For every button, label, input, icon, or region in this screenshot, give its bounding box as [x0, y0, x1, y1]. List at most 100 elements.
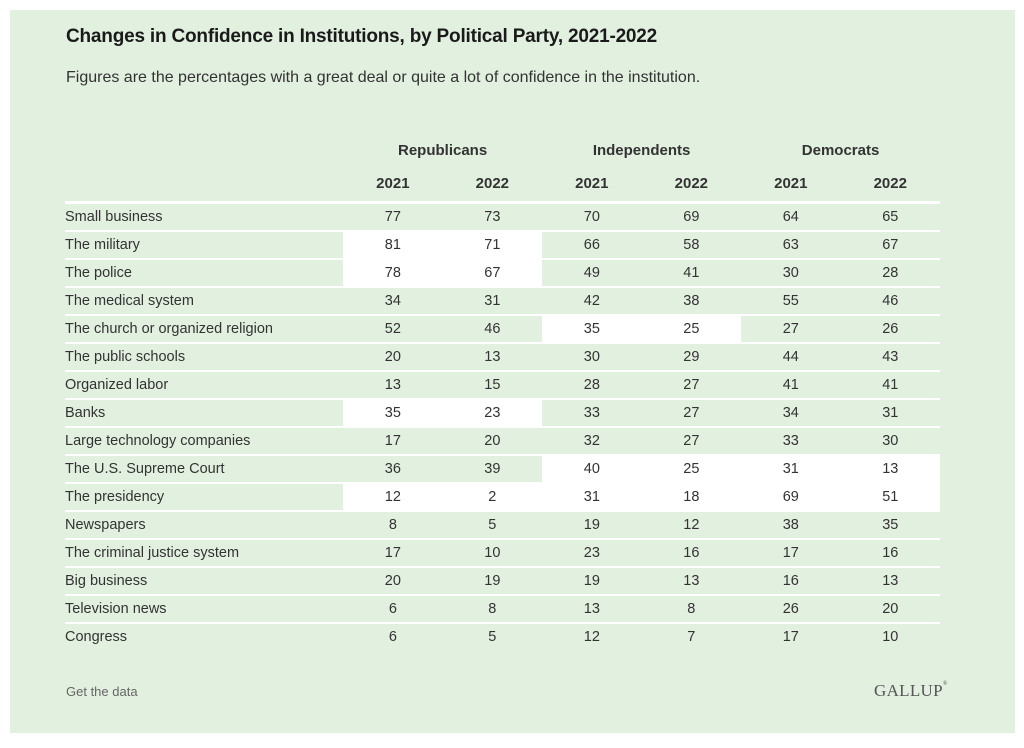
cell-ind-2021: 19	[542, 512, 642, 540]
cell-dem-2022: 30	[840, 428, 940, 456]
row-label: Large technology companies	[65, 428, 344, 456]
cell-rep-2022: 13	[442, 344, 543, 372]
cell-rep-2021: 8	[343, 512, 443, 540]
cell-rep-2022: 8	[442, 596, 543, 624]
year-header-rep-2022: 2022	[442, 165, 543, 204]
row-label: Organized labor	[65, 372, 344, 400]
cell-dem-2022: 35	[840, 512, 940, 540]
cell-rep-2022: 5	[442, 512, 543, 540]
cell-rep-2021: 81	[343, 232, 443, 260]
cell-ind-2021: 40	[542, 456, 642, 484]
year-header-ind-2021: 2021	[542, 165, 642, 204]
cell-dem-2022: 43	[840, 344, 940, 372]
cell-ind-2021: 23	[542, 540, 642, 568]
cell-dem-2021: 69	[741, 484, 841, 512]
cell-rep-2021: 17	[343, 428, 443, 456]
row-label: Congress	[65, 629, 128, 645]
label-column-subheader	[65, 165, 344, 204]
table-row: The U.S. Supreme Court 36 39 40 25 31 13	[65, 456, 940, 484]
cell-dem-2022: 67	[840, 232, 940, 260]
cell-dem-2021: 64	[741, 204, 841, 232]
cell-rep-2022: 39	[442, 456, 543, 484]
year-header-dem-2022: 2022	[840, 165, 940, 204]
cell-dem-2021: 31	[741, 456, 841, 484]
cell-dem-2022: 28	[840, 260, 940, 288]
cell-ind-2021: 35	[542, 316, 642, 344]
table-row: Small business 77 73 70 69 64 65	[65, 204, 940, 232]
cell-ind-2021: 19	[542, 568, 642, 596]
cell-rep-2022: 20	[442, 428, 543, 456]
cell-rep-2022: 67	[442, 260, 543, 288]
get-the-data-link[interactable]: Get the data	[66, 684, 138, 699]
row-label: The criminal justice system	[65, 540, 344, 568]
cell-dem-2021: 30	[741, 260, 841, 288]
cell-ind-2022: 27	[641, 372, 742, 400]
cell-rep-2022: 23	[442, 400, 543, 428]
cell-dem-2021: 63	[741, 232, 841, 260]
cell-dem-2021: 26	[741, 596, 841, 624]
cell-rep-2021: 20	[343, 568, 443, 596]
table-row: The public schools 20 13 30 29 44 43	[65, 344, 940, 372]
cell-dem-2022: 26	[840, 316, 940, 344]
cell-ind-2022: 8	[641, 596, 742, 624]
cell-rep-2022: 73	[442, 204, 543, 232]
cell-ind-2022: 25	[641, 456, 742, 484]
group-header-independents: Independents	[592, 141, 691, 159]
table-row: Television news 6 8 13 8 26 20	[65, 596, 940, 624]
cell-ind-2021: 32	[542, 428, 642, 456]
party-header-row: Republicans Independents Democrats	[65, 135, 940, 165]
table-row: The church or organized religion 52 46 35 25…	[65, 316, 940, 344]
cell-rep-2022: 2	[442, 484, 543, 512]
cell-rep-2021: 36	[343, 456, 443, 484]
gallup-logo-text: GALLUP	[874, 681, 943, 700]
cell-dem-2021: 41	[741, 372, 841, 400]
row-label: The church or organized religion	[65, 316, 344, 344]
cell-rep-2021: 13	[343, 372, 443, 400]
cell-ind-2022: 13	[641, 568, 742, 596]
row-label: Big business	[65, 568, 344, 596]
row-label: Small business	[65, 204, 344, 232]
cell-dem-2021: 16	[741, 568, 841, 596]
cell-rep-2022: 5	[488, 629, 497, 645]
cell-dem-2022: 20	[840, 596, 940, 624]
cell-ind-2022: 58	[641, 232, 742, 260]
table-row: The criminal justice system 17 10 23 16 17 16	[65, 540, 940, 568]
table-row: Big business 20 19 19 13 16 13	[65, 568, 940, 596]
table-row: The military 81 71 66 58 63 67	[65, 232, 940, 260]
cell-ind-2022: 7	[687, 629, 696, 645]
table-row: Newspapers 8 5 19 12 38 35	[65, 512, 940, 540]
cell-rep-2022: 46	[442, 316, 543, 344]
cell-rep-2021: 34	[343, 288, 443, 316]
year-header-row: 2021 2022 2021 2022 2021 2022	[65, 165, 940, 204]
table-body: Small business 77 73 70 69 64 65 The military 81…	[65, 204, 940, 650]
row-label: The military	[65, 232, 344, 260]
table-row: Large technology companies 17 20 32 27 33 30	[65, 428, 940, 456]
cell-ind-2021: 13	[542, 596, 642, 624]
year-header-ind-2022: 2022	[641, 165, 742, 204]
cell-ind-2021: 70	[542, 204, 642, 232]
row-label: The U.S. Supreme Court	[65, 456, 344, 484]
cell-ind-2021: 42	[542, 288, 642, 316]
cell-dem-2021: 17	[741, 540, 841, 568]
cell-ind-2022: 27	[641, 428, 742, 456]
cell-dem-2022: 31	[840, 400, 940, 428]
cell-dem-2021: 55	[741, 288, 841, 316]
cell-dem-2021: 33	[741, 428, 841, 456]
cell-ind-2022: 25	[641, 316, 742, 344]
table-row: The presidency 12 2 31 18 69 51	[65, 484, 940, 512]
cell-ind-2021: 30	[542, 344, 642, 372]
cell-rep-2021: 17	[343, 540, 443, 568]
row-label: Television news	[65, 596, 344, 624]
table-row: The police 78 67 49 41 30 28	[65, 260, 940, 288]
cell-ind-2022: 69	[641, 204, 742, 232]
cell-rep-2021: 12	[343, 484, 443, 512]
cell-ind-2021: 66	[542, 232, 642, 260]
cell-dem-2021: 44	[741, 344, 841, 372]
row-label: The public schools	[65, 344, 344, 372]
cell-dem-2021: 17	[782, 629, 799, 645]
cell-ind-2022: 18	[641, 484, 742, 512]
cell-dem-2022: 10	[882, 629, 899, 645]
cell-rep-2021: 77	[343, 204, 443, 232]
cell-dem-2022: 51	[840, 484, 940, 512]
cell-dem-2022: 13	[840, 568, 940, 596]
